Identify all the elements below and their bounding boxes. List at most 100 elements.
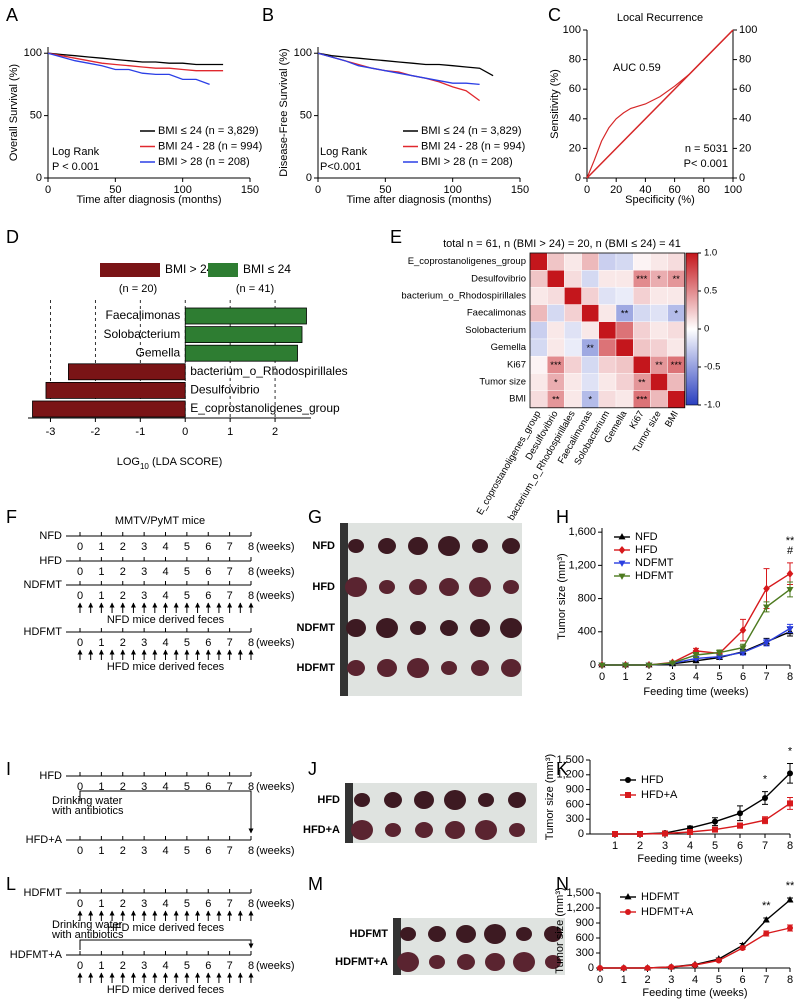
- marker: [739, 626, 747, 635]
- unit-label: (weeks): [256, 566, 295, 578]
- heatmap-cell: [615, 373, 634, 391]
- x-tick-label: 150: [511, 184, 529, 196]
- x-tick-label: 6: [740, 671, 746, 683]
- row-label: Ki67: [507, 359, 526, 370]
- y-tick-label: 900: [576, 917, 594, 929]
- marker: [762, 794, 768, 801]
- marker: [739, 645, 747, 652]
- significance-label: *: [788, 745, 793, 757]
- legend-label: HDFMT+A: [641, 906, 694, 918]
- panel-letter: I: [6, 759, 11, 779]
- tumor: [385, 823, 401, 837]
- x-axis-label-part: (LDA SCORE): [149, 456, 222, 468]
- star-label: ***: [671, 360, 682, 371]
- marker: [716, 654, 723, 661]
- y-tick-label: 300: [576, 947, 594, 959]
- y2-tick-label: 20: [739, 142, 751, 154]
- bar: [184, 344, 298, 362]
- x-tick-label: 4: [692, 974, 698, 986]
- tumor: [400, 927, 416, 941]
- legend-label: BMI > 24: [165, 262, 214, 276]
- series-line: [615, 802, 791, 835]
- tumor: [351, 820, 373, 840]
- category-label: Faecalimonas: [106, 308, 181, 322]
- week-label: 5: [184, 781, 190, 793]
- week-label: 2: [120, 590, 126, 602]
- legend-label: HFD: [641, 774, 664, 786]
- marker: [669, 660, 676, 667]
- annotation: Log Rank: [320, 146, 368, 158]
- panel-letter: E: [390, 227, 402, 247]
- x-tick-label: 0: [315, 184, 321, 196]
- y-tick-label: 1,500: [566, 887, 594, 899]
- heatmap-cell: [547, 304, 565, 323]
- legend-label: NDFMT: [635, 557, 674, 569]
- legend-marker: [618, 546, 626, 554]
- tumor: [457, 954, 475, 970]
- bar: [184, 326, 303, 344]
- panel-letter: B: [262, 5, 274, 25]
- week-label: 5: [184, 541, 190, 553]
- significance-label: *: [763, 773, 768, 785]
- x-tick-label: 0: [182, 426, 188, 438]
- x-tick-label: 2: [646, 671, 652, 683]
- week-label: 1: [98, 541, 104, 553]
- star-label: *: [674, 309, 678, 320]
- row-label: BMI: [509, 394, 526, 405]
- legend-label: HFD: [635, 544, 658, 556]
- group-label: HFD: [317, 794, 340, 806]
- marker: [687, 829, 693, 835]
- legend-note: (n = 41): [236, 283, 274, 295]
- series-line: [317, 52, 480, 86]
- marker: [762, 817, 768, 824]
- x-tick-label: 1: [622, 671, 628, 683]
- x-tick-label: -1: [135, 426, 145, 438]
- tumor: [438, 536, 460, 556]
- tumor: [545, 955, 561, 969]
- star-label: *: [657, 274, 661, 285]
- marker: [786, 587, 794, 594]
- week-label: 0: [77, 781, 83, 793]
- row-label: HDFMT: [24, 626, 63, 638]
- heatmap-cell: [564, 287, 582, 305]
- week-label: 8: [248, 637, 254, 649]
- x-tick-label: 3: [669, 671, 675, 683]
- legend-label: BMI > 28 (n = 208): [158, 156, 250, 168]
- y-axis-label: Tumor size (mm³): [556, 553, 568, 639]
- tumor: [415, 822, 433, 838]
- marker: [787, 800, 793, 807]
- marker: [739, 650, 747, 657]
- unit-label: (weeks): [256, 541, 295, 553]
- y-tick-label: 0: [306, 172, 312, 184]
- group-label: HDFMT: [350, 928, 389, 940]
- y-tick-label: 0: [575, 172, 581, 184]
- x-tick-label: 100: [443, 184, 461, 196]
- week-label: 6: [205, 960, 211, 972]
- group-label: HDFMT: [297, 662, 336, 674]
- heatmap-cell: [633, 304, 651, 323]
- week-label: 0: [77, 960, 83, 972]
- treatment-label: Drinking water: [52, 795, 123, 807]
- star-label: **: [638, 377, 646, 388]
- week-label: 3: [141, 960, 147, 972]
- tumor: [509, 823, 525, 837]
- marker: [662, 830, 668, 837]
- y-tick-label: 400: [578, 626, 596, 638]
- colorbar-tick-label: -1.0: [704, 400, 720, 411]
- y-tick-label: 50: [300, 110, 312, 122]
- category-label: Solobacterium: [104, 327, 181, 341]
- heatmap-cell: [615, 252, 634, 271]
- heatmap-cell: [529, 252, 548, 271]
- heatmap-cell: [547, 252, 565, 271]
- heatmap-cell: [598, 252, 617, 271]
- legend-label: BMI ≤ 24 (n = 3,829): [421, 125, 522, 137]
- heatmap-cell: [529, 304, 548, 323]
- tumor: [485, 953, 505, 971]
- heatmap-cell: [633, 356, 651, 374]
- heatmap-cell: [581, 304, 599, 323]
- significance-label: **: [762, 900, 771, 912]
- heatmap-cell: [529, 338, 548, 357]
- heatmap-cell: [615, 356, 634, 374]
- x-tick-label: 0: [597, 974, 603, 986]
